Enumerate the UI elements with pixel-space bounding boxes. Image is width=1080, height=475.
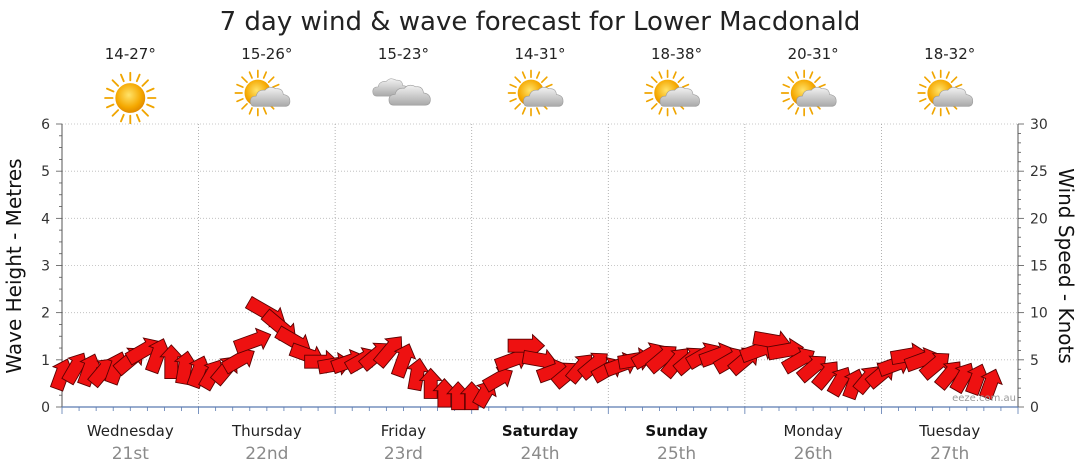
day-name-label: Tuesday [918,422,980,440]
day-temperature: 14-31° [514,45,565,63]
day-temperature: 18-32° [924,45,975,63]
wind-arrow [432,378,457,408]
y-ticks-left: 0 1 2 3 4 5 6 [41,117,50,416]
day-name-label: Thursday [231,422,302,440]
weather-icons [104,69,974,125]
day-date-label: 25th [657,444,696,464]
day-temperatures: 14-27° 15-26° 15-23° 14-31° 18-38° 20-31° 18-3… [105,45,976,63]
day-name-label: Friday [381,422,427,440]
cloudy-icon [372,78,431,106]
day-temperature: 14-27° [105,45,156,63]
y-tick-label-left: 2 [41,306,50,322]
wind-arrow [232,327,272,355]
partly-cloudy-icon [644,69,700,117]
partly-cloudy-icon [507,69,564,117]
y-tick-label-left: 4 [41,211,50,227]
wind-arrow [372,336,403,369]
day-date-label: 27th [930,444,969,464]
wind-arrow [811,361,839,391]
y-tick-label-right: 15 [1030,259,1048,275]
y-ticks-right: 0 5 10 15 20 25 30 [1030,117,1048,416]
wind-arrow [390,343,417,379]
grid [62,123,1018,407]
y-axis-label-right: Wind Speed - Knots [1054,168,1078,364]
wind-arrow [507,333,546,358]
y-tick-label-left: 6 [41,117,50,133]
sun-icon [104,71,157,125]
credit-text: eeze.com.au [952,393,1016,404]
day-labels: Wednesday 21st Thursday 22nd Friday 23rd Satur… [87,422,980,464]
wind-arrow [965,363,990,396]
wind-arrows [49,295,1003,411]
partly-cloudy-icon [917,69,974,117]
day-temperature: 20-31° [788,45,839,63]
y-tick-label-right: 25 [1030,164,1048,180]
day-name-label: Wednesday [87,422,174,440]
y-tick-label-right: 10 [1030,306,1048,322]
day-temperature: 18-38° [651,45,702,63]
day-name-label: Sunday [645,422,708,440]
y-tick-label-left: 3 [41,259,50,275]
partly-cloudy-icon [234,69,291,117]
wind-arrow [577,352,608,381]
partly-cloudy-icon [780,69,837,117]
chart-title: 7 day wind & wave forecast for Lower Mac… [220,7,861,37]
wind-arrow [918,352,950,381]
day-date-label: 23rd [384,444,423,464]
y-tick-label-left: 5 [41,164,50,180]
y-axis-label-left: Wave Height - Metres [2,158,26,373]
y-tick-label-right: 0 [1030,400,1039,416]
y-tick-label-left: 1 [41,353,50,369]
day-name-label: Monday [784,422,843,440]
day-temperature: 15-23° [378,45,429,63]
day-temperature: 15-26° [241,45,292,63]
day-date-label: 22nd [245,444,288,464]
day-date-label: 21st [112,444,149,464]
wind-arrow [405,357,430,392]
y-tick-label-right: 5 [1030,353,1039,369]
y-tick-label-left: 0 [41,400,50,416]
day-date-label: 24th [520,444,559,464]
wind-arrow [144,338,171,375]
y-tick-label-right: 20 [1030,211,1048,227]
wind-arrow [446,381,471,411]
day-name-label: Saturday [502,422,579,440]
y-tick-label-right: 30 [1030,117,1048,133]
day-date-label: 26th [794,444,833,464]
wind-arrow [978,368,1003,401]
